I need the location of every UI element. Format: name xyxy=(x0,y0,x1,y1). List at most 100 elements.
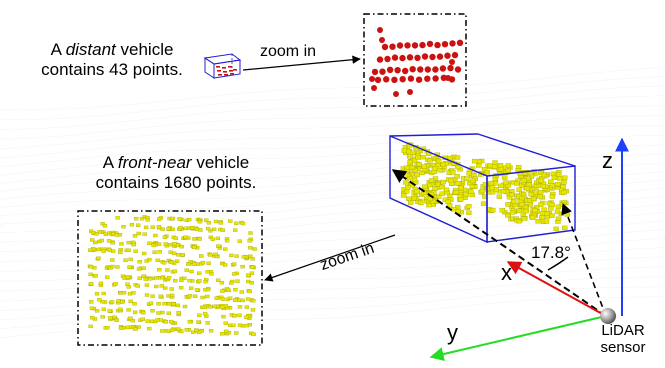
direction-ray-heading xyxy=(391,169,607,317)
front-near-zoom-point xyxy=(244,305,249,309)
front-near-vehicle-point xyxy=(414,189,420,194)
front-near-zoom-point xyxy=(241,255,247,259)
front-near-vehicle-point xyxy=(480,201,487,206)
front-near-vehicle-point xyxy=(543,219,550,224)
front-near-vehicle-point xyxy=(410,150,416,155)
zoom-arrow-top xyxy=(242,55,361,71)
front-near-vehicle-point xyxy=(521,178,527,183)
front-near-zoom-point xyxy=(250,308,256,312)
front-near-vehicle-point xyxy=(538,189,544,195)
front-near-vehicle-point xyxy=(426,202,432,208)
distant-zoom-point xyxy=(371,68,379,76)
distant-zoom-point xyxy=(409,66,416,73)
front-near-zoom-point xyxy=(101,291,106,296)
front-near-zoom-point xyxy=(248,231,253,235)
front-near-zoom-point xyxy=(177,217,182,221)
front-near-zoom-point xyxy=(103,232,109,236)
front-near-zoom-point xyxy=(132,234,138,238)
front-near-vehicle-point xyxy=(549,194,556,199)
front-near-zoom-point xyxy=(147,241,152,245)
front-near-vehicle-point xyxy=(406,196,412,201)
front-near-vehicle-point xyxy=(421,164,428,169)
front-near-zoom-point xyxy=(244,315,249,319)
front-near-zoom-point xyxy=(214,296,219,300)
front-near-zoom-point xyxy=(114,233,120,237)
distant-zoom-point xyxy=(379,68,386,75)
front-near-zoom-point xyxy=(150,225,155,229)
distant-zoom-point xyxy=(451,51,459,59)
lidar-sensor-caption: LiDAR sensor xyxy=(582,322,664,356)
front-near-vehicle-point xyxy=(439,184,445,190)
front-near-vehicle-point xyxy=(516,219,522,224)
front-near-vehicle-point xyxy=(422,184,428,189)
front-near-zoom-point xyxy=(174,259,180,263)
distant-zoom-point xyxy=(379,37,385,43)
distant-zoom-point xyxy=(439,65,447,72)
front-near-zoom-point xyxy=(165,268,170,272)
front-near-zoom-point xyxy=(101,307,106,311)
angle-label: 17.8° xyxy=(531,243,571,262)
front-near-vehicle-point xyxy=(500,189,507,194)
front-near-vehicle-point xyxy=(557,176,563,181)
distant-point xyxy=(217,70,221,72)
front-near-zoom-point xyxy=(141,274,146,279)
front-near-zoom-point xyxy=(151,243,156,247)
front-near-vehicle-point xyxy=(458,197,464,202)
front-near-vehicle-point xyxy=(532,208,538,213)
front-near-vehicle-point xyxy=(436,194,442,199)
front-near-vehicle-point xyxy=(490,190,496,195)
front-near-vehicle-point xyxy=(516,187,522,192)
front-near-vehicle-point xyxy=(489,185,495,190)
front-near-zoom-point xyxy=(144,283,150,287)
distant-zoom-point xyxy=(376,56,384,63)
x-axis-arrow xyxy=(506,261,607,317)
front-near-zoom-point xyxy=(208,253,213,257)
front-near-vehicle-point xyxy=(503,180,509,185)
front-near-vehicle-point xyxy=(427,196,434,202)
front-near-zoom-point xyxy=(229,281,234,285)
front-near-zoom-point xyxy=(135,284,140,288)
front-near-vehicle-point xyxy=(535,219,541,224)
front-near-vehicle-point xyxy=(505,168,512,173)
front-near-vehicle-point xyxy=(408,200,414,205)
front-near-zoom-point xyxy=(128,316,133,320)
front-near-zoom-point xyxy=(244,323,249,328)
front-near-zoom-point xyxy=(154,284,159,289)
front-near-zoom-point xyxy=(123,258,128,262)
front-near-zoom-point xyxy=(168,319,174,324)
front-near-zoom-point xyxy=(186,262,191,266)
front-near-zoom-point xyxy=(126,308,131,312)
front-near-vehicle-point xyxy=(476,163,482,168)
front-near-vehicle-point xyxy=(479,188,486,194)
front-near-vehicle-point xyxy=(549,213,555,218)
front-near-zoom-point xyxy=(166,276,172,280)
front-near-vehicle-point xyxy=(559,202,566,207)
scan-line xyxy=(0,125,665,168)
front-near-zoom-point xyxy=(246,297,251,301)
front-near-vehicle-point xyxy=(562,175,568,180)
front-near-zoom-point xyxy=(233,228,238,232)
front-near-zoom-point xyxy=(158,294,163,298)
front-near-zoom-point xyxy=(187,294,193,298)
front-near-zoom-point xyxy=(121,225,126,229)
front-near-zoom-point xyxy=(205,294,210,299)
front-near-zoom-point xyxy=(209,272,214,276)
front-near-zoom-point xyxy=(160,275,165,280)
distant-point xyxy=(218,74,222,76)
front-near-zoom-point xyxy=(106,239,112,243)
front-near-vehicle-point xyxy=(466,204,472,209)
front-near-zoom-point xyxy=(197,271,202,275)
front-near-zoom-point xyxy=(98,281,104,286)
front-near-zoom-point xyxy=(192,237,197,241)
front-near-vehicle-point xyxy=(553,226,559,232)
front-near-zoom-point xyxy=(234,221,239,225)
front-near-vehicle-point xyxy=(516,208,523,213)
front-near-vehicle-box xyxy=(389,133,576,244)
front-near-zoom-point xyxy=(205,287,211,292)
front-near-vehicle-point xyxy=(550,171,557,177)
front-near-vehicle-point xyxy=(471,172,477,178)
front-near-zoom-point xyxy=(184,328,189,332)
front-near-zoom-point xyxy=(202,305,208,310)
front-near-zoom-point xyxy=(173,278,178,283)
lidar-sensor-icon xyxy=(600,308,616,324)
